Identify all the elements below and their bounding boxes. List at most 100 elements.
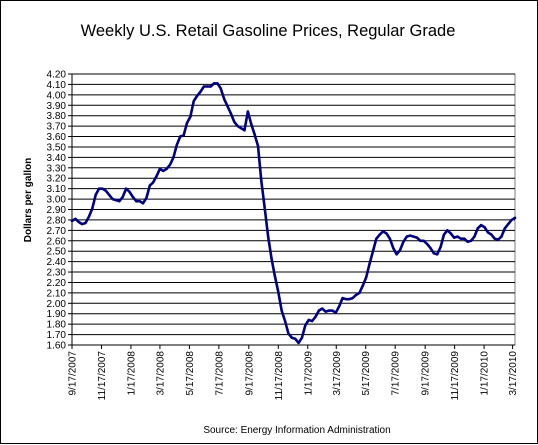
data-point <box>239 127 243 130</box>
data-point <box>486 231 490 234</box>
data-point <box>148 184 151 187</box>
data-point <box>145 196 148 200</box>
data-point <box>307 318 310 322</box>
data-point <box>246 110 250 113</box>
data-point <box>422 239 425 242</box>
data-point <box>216 82 219 85</box>
data-point <box>226 105 229 108</box>
data-point <box>270 257 273 260</box>
data-point <box>209 85 212 88</box>
data-point <box>324 310 327 313</box>
data-point <box>195 94 199 98</box>
y-tick-label: 3.90 <box>47 101 67 112</box>
y-tick-label: 2.30 <box>47 268 67 279</box>
data-point <box>128 190 131 193</box>
data-point <box>243 129 246 132</box>
data-point <box>138 199 141 203</box>
y-tick-label: 1.90 <box>47 309 67 320</box>
data-point <box>365 276 368 279</box>
y-tick-label: 3.30 <box>47 163 67 174</box>
data-point <box>496 238 500 241</box>
data-point <box>104 189 108 192</box>
y-tick-label: 3.00 <box>47 195 67 206</box>
x-tick-label: 11/17/2009 <box>450 351 461 401</box>
data-point <box>77 220 80 224</box>
y-tick-label: 2.50 <box>47 247 67 258</box>
data-point <box>337 305 341 308</box>
y-tick-label: 2.20 <box>47 278 67 289</box>
data-point <box>283 319 287 323</box>
y-tick-label: 2.60 <box>47 236 67 247</box>
series-points <box>70 82 517 345</box>
x-tick-label: 11/17/2007 <box>97 351 108 401</box>
data-point <box>358 291 361 295</box>
data-point <box>510 218 513 222</box>
data-point <box>87 215 91 218</box>
data-point <box>371 249 375 253</box>
data-point <box>432 252 436 255</box>
data-point <box>314 315 317 319</box>
data-point <box>456 235 459 238</box>
x-tick-label: 5/17/2008 <box>185 351 196 396</box>
data-point <box>182 134 185 137</box>
y-axis-label: Dollars per gallon <box>23 158 34 242</box>
data-point <box>304 324 307 327</box>
y-tick-label: 3.70 <box>47 122 67 133</box>
data-point <box>121 195 124 199</box>
y-tick-label: 3.40 <box>47 153 67 164</box>
data-point <box>459 237 463 240</box>
x-axis-ticks: 9/17/2007 11/17/2007 1/17/2008 3/17/2008 5/1… <box>68 345 519 401</box>
data-point <box>263 207 266 210</box>
y-tick-label: 2.70 <box>47 226 67 237</box>
data-point <box>408 234 412 237</box>
data-point <box>256 144 260 148</box>
data-point <box>463 237 466 240</box>
x-tick-label: 9/17/2007 <box>68 351 79 396</box>
data-point <box>361 284 365 287</box>
data-point <box>321 307 324 310</box>
y-axis-ticks: 1.601.701.801.902.002.102.202.302.402.50… <box>47 70 72 352</box>
x-tick-label: 9/17/2008 <box>244 351 255 396</box>
data-point <box>405 235 408 238</box>
data-point <box>368 262 371 265</box>
data-point <box>412 235 415 238</box>
y-tick-label: 1.70 <box>47 330 67 341</box>
chart-title: Weekly U.S. Retail Gasoline Prices, Regu… <box>81 22 456 40</box>
x-tick-label: 11/17/2008 <box>274 351 285 401</box>
x-tick-label: 1/17/2010 <box>480 351 491 396</box>
data-point <box>250 122 253 126</box>
data-point <box>172 156 175 159</box>
y-tick-label: 4.10 <box>47 80 67 91</box>
data-point <box>385 232 388 235</box>
y-tick-label: 3.20 <box>47 174 67 185</box>
data-point <box>189 115 192 118</box>
y-tick-label: 3.10 <box>47 184 67 195</box>
data-point <box>398 248 402 252</box>
data-point <box>466 240 469 244</box>
data-point <box>348 297 351 301</box>
y-tick-label: 2.80 <box>47 215 67 226</box>
data-point <box>381 230 385 233</box>
data-point <box>344 297 348 301</box>
data-point <box>293 337 297 340</box>
x-tick-label: 3/17/2008 <box>155 351 166 396</box>
data-point <box>402 240 405 244</box>
data-point <box>341 296 344 300</box>
y-tick-label: 3.60 <box>47 132 67 143</box>
x-tick-label: 1/17/2008 <box>126 351 137 396</box>
data-point <box>439 245 442 249</box>
data-point <box>202 85 206 88</box>
data-point <box>500 235 503 238</box>
data-point <box>351 296 354 300</box>
data-point <box>483 226 486 229</box>
data-point <box>388 237 392 240</box>
data-point <box>446 229 449 232</box>
y-tick-label: 3.50 <box>47 142 67 153</box>
data-point <box>158 167 162 171</box>
data-point <box>118 199 121 203</box>
data-point <box>287 332 290 335</box>
data-point <box>277 290 280 294</box>
data-point <box>429 246 432 250</box>
data-point <box>334 311 337 314</box>
data-point <box>192 99 195 103</box>
